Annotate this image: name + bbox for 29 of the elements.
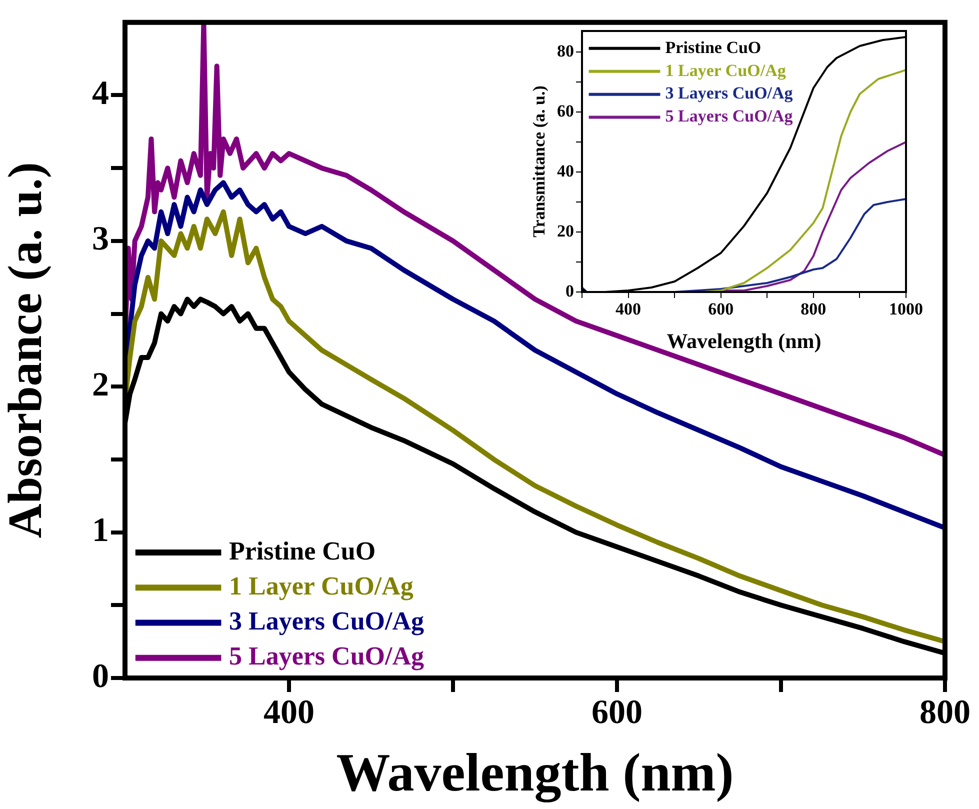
legend-label: 3 Layers CuO/Ag bbox=[229, 606, 424, 636]
x-axis-title: Wavelength (nm) bbox=[666, 328, 822, 353]
x-axis-title: Wavelength (nm) bbox=[336, 742, 734, 803]
y-axis-title: Transmittance (a. u.) bbox=[530, 86, 549, 238]
y-tick-label: 1 bbox=[92, 512, 109, 550]
y-axis-title: Absorbance (a. u.) bbox=[0, 162, 52, 538]
legend-label: 3 Layers CuO/Ag bbox=[665, 84, 794, 103]
x-tick-label: 400 bbox=[616, 300, 642, 319]
x-tick-label: 600 bbox=[708, 300, 734, 319]
legend-label: 1 Layer CuO/Ag bbox=[229, 571, 414, 600]
x-tick-label: 800 bbox=[800, 300, 826, 319]
y-tick-label: 20 bbox=[557, 221, 574, 240]
legend-label: 5 Layers CuO/Ag bbox=[665, 106, 794, 126]
legend-label: Pristine CuO bbox=[229, 536, 376, 566]
y-tick-label: 60 bbox=[557, 101, 574, 120]
legend-label: Pristine CuO bbox=[665, 38, 762, 57]
x-tick-label: 400 bbox=[264, 694, 314, 732]
legend-label: 1 Layer CuO/Ag bbox=[665, 60, 786, 80]
x-tick-label: 600 bbox=[592, 694, 642, 732]
y-tick-label: 40 bbox=[557, 161, 574, 180]
y-tick-label: 2 bbox=[92, 366, 109, 404]
y-tick-label: 3 bbox=[92, 220, 109, 258]
x-tick-label: 800 bbox=[920, 694, 970, 732]
legend-label: 5 Layers CuO/Ag bbox=[229, 642, 424, 671]
x-tick-label: 1000 bbox=[889, 300, 923, 319]
y-tick-label: 80 bbox=[557, 41, 574, 60]
y-tick-label: 0 bbox=[92, 658, 109, 695]
y-tick-label: 4 bbox=[92, 75, 109, 112]
y-tick-label: 0 bbox=[566, 281, 574, 300]
